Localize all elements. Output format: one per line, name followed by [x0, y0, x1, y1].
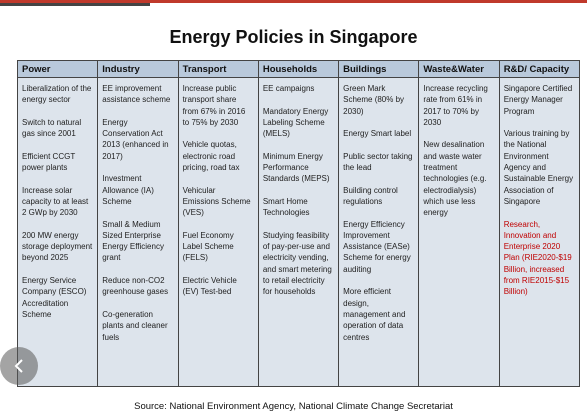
column-header: R&D/ Capacity — [498, 60, 581, 78]
policy-item: Energy Efficiency Improvement Assistance… — [343, 219, 411, 274]
policy-table: Power Industry Transport Households Building… — [16, 60, 581, 387]
table-cell: Green Mark Scheme (80% by 2030) Energy Sm… — [338, 77, 420, 387]
policy-item: Fuel Economy Label Scheme (FELS) — [182, 230, 234, 263]
policy-item: Building control regulations — [343, 185, 398, 206]
policy-item: Energy Service Company (ESCO) Accreditat… — [22, 276, 87, 319]
policy-item: Public sector taking the lead — [343, 151, 413, 173]
table-row: Liberalization of the energy sector Switc… — [16, 77, 581, 387]
policy-item: New desalination and waste water treatme… — [423, 140, 487, 218]
table-cell: Increase recycling rate from 61% in 2017… — [418, 77, 500, 387]
column-header: Industry — [97, 60, 179, 78]
accent-bar — [0, 0, 587, 3]
arrow-icon — [14, 359, 23, 373]
policy-item: EE campaigns — [262, 84, 315, 93]
policy-item: Green Mark Scheme (80% by 2030) — [343, 84, 405, 116]
column-header: Households — [257, 60, 340, 78]
policy-item: Research, Innovation and Enterprise 2020… — [503, 219, 572, 297]
policy-item: Small & Medium Sized Enterprise Energy E… — [102, 219, 164, 263]
table-cell: EE campaigns Mandatory Energy Labeling Sc… — [257, 77, 340, 387]
policy-item: Minimum Energy Performance Standards (ME… — [262, 151, 330, 184]
column-header: Buildings — [338, 60, 420, 78]
policy-item: More efficient design, management and op… — [343, 287, 406, 342]
column-header: Transport — [177, 60, 259, 78]
slide-title: Energy Policies in Singapore — [169, 27, 418, 47]
policy-item: Efficient CCGT power plants — [22, 151, 76, 173]
policy-item: Energy Smart label — [343, 129, 412, 139]
policy-item: Studying feasibility of pay-per-use and … — [262, 230, 332, 297]
policy-item: Various training by the National Environ… — [503, 129, 574, 206]
header-row: Power Industry Transport Households Building… — [16, 60, 581, 78]
table-cell: Increase public transport share from 67%… — [177, 77, 259, 387]
table-cell: Liberalization of the energy sector Switc… — [16, 77, 99, 387]
policy-item: Smart Home Technologies — [262, 196, 310, 218]
policy-item: Reduce non-CO2 greenhouse gases — [102, 276, 169, 297]
policy-item: Energy Conservation Act 2013 (enhanced i… — [102, 117, 169, 161]
policy-item: Liberalization of the energy sector — [22, 84, 92, 105]
policy-item: 200 MW energy storage deployment beyond … — [22, 230, 93, 263]
prev-slide-button[interactable] — [0, 347, 38, 385]
column-header: Power — [16, 60, 99, 78]
table-cell: EE improvement assistance scheme Energy C… — [97, 77, 179, 387]
policy-item: Vehicle quotas, electronic road pricing,… — [182, 140, 240, 173]
policy-item: Vehicular Emissions Scheme (VES) — [182, 185, 251, 218]
table-cell: Singapore Certified Energy Manager Progr… — [498, 77, 581, 387]
policy-item: EE improvement assistance scheme — [102, 84, 171, 105]
policy-item: Increase public transport share from 67%… — [182, 84, 246, 127]
policy-item: Increase solar capacity to at least 2 GW… — [22, 185, 89, 218]
accent-bar — [0, 3, 150, 6]
policy-item: Mandatory Energy Labeling Scheme (MELS) — [262, 106, 329, 139]
policy-item: Increase recycling rate from 61% in 2017… — [423, 84, 488, 127]
policy-item: Singapore Certified Energy Manager Progr… — [503, 84, 573, 116]
source-note: Source: National Environment Agency, Nat… — [134, 401, 453, 412]
policy-item: Co-generation plants and cleaner fuels — [102, 309, 168, 342]
policy-item: Investment Allowance (IA) Scheme — [102, 174, 154, 206]
policy-item: Switch to natural gas since 2001 — [22, 117, 82, 139]
policy-item: Electric Vehicle (EV) Test-bed — [182, 276, 237, 297]
column-header: Waste&Water — [418, 60, 500, 78]
